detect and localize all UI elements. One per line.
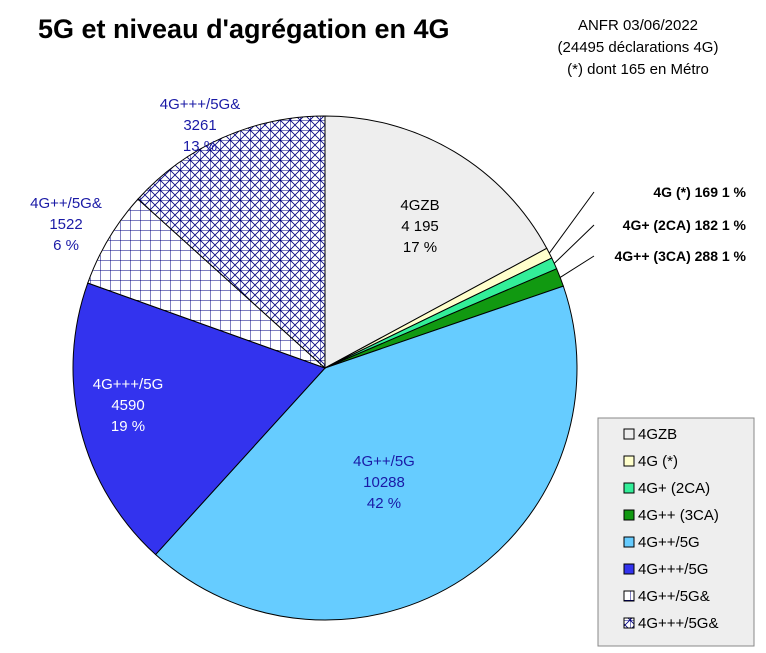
- legend-swatch-4gp-2ca: [623, 482, 635, 494]
- leader-line-4gpp-3ca: [559, 255, 595, 278]
- pie-slice-4gppp-5gamp: [137, 115, 326, 370]
- legend-swatch-4gppp-5g: [623, 563, 635, 575]
- slice-label-percent-4gzb: 17 %: [403, 239, 437, 256]
- legend-label-4gppp-5g: 4G+++/5G: [638, 561, 708, 578]
- pie-slice-4gppp-5g: [72, 282, 326, 556]
- slice-labels: 4GZB 4 195 17 % 4G (*) 169 1 % 4G+ (2CA) 182…: [30, 96, 746, 512]
- slice-label-percent-4gppp-5gamp: 13 %: [183, 138, 217, 155]
- slice-label-name-4gpp-5g: 4G++/5G: [353, 453, 415, 470]
- legend: 4GZB 4G (*) 4G+ (2CA) 4G++ (3CA) 4G++/5G 4G++…: [597, 417, 755, 647]
- slice-label-percent-4gppp-5g: 19 %: [111, 418, 145, 435]
- legend-label-4g: 4G (*): [638, 453, 678, 470]
- slice-label-name-4gpp-5gamp: 4G++/5G&: [30, 195, 102, 212]
- legend-swatch-4gpp-3ca: [623, 509, 635, 521]
- pie-slice-4gzb: [324, 115, 548, 369]
- slice-label-4gpp-3ca: 4G++ (3CA) 288 1 %: [614, 248, 746, 264]
- slice-label-value-4gppp-5gamp: 3261: [183, 117, 216, 134]
- leader-line-4g: [548, 191, 595, 254]
- slice-label-name-4gppp-5gamp: 4G+++/5G&: [160, 96, 240, 113]
- source-footnote: (*) dont 165 en Métro: [567, 61, 709, 78]
- slice-label-value-4gpp-5g: 10288: [363, 474, 405, 491]
- legend-swatch-4gppp-5gamp: [623, 617, 635, 629]
- legend-label-4gppp-5gamp: 4G+++/5G&: [638, 615, 718, 632]
- source-date: ANFR 03/06/2022: [578, 17, 698, 34]
- slice-label-value-4gpp-5gamp: 1522: [49, 216, 82, 233]
- slice-label-value-4gzb: 4 195: [401, 218, 439, 235]
- slice-label-name-4gzb: 4GZB: [400, 197, 439, 214]
- legend-swatch-4gzb: [623, 428, 635, 440]
- leader-line-4gp-2ca: [553, 224, 595, 264]
- chart-title: 5G et niveau d'agrégation en 4G: [38, 14, 450, 44]
- legend-label-4gpp-3ca: 4G++ (3CA): [638, 507, 719, 524]
- legend-swatch-4gpp-5g: [623, 536, 635, 548]
- legend-label-4gp-2ca: 4G+ (2CA): [638, 480, 710, 497]
- legend-label-4gpp-5gamp: 4G++/5G&: [638, 588, 710, 605]
- legend-label-4gzb: 4GZB: [638, 426, 677, 443]
- slice-label-4g: 4G (*) 169 1 %: [653, 184, 746, 200]
- legend-label-4gpp-5g: 4G++/5G: [638, 534, 700, 551]
- slice-label-percent-4gpp-5g: 42 %: [367, 495, 401, 512]
- source-declarations: (24495 déclarations 4G): [558, 39, 719, 56]
- slice-label-4gp-2ca: 4G+ (2CA) 182 1 %: [623, 217, 747, 233]
- slice-label-value-4gppp-5g: 4590: [111, 397, 144, 414]
- legend-swatch-4gpp-5gamp: [623, 590, 635, 602]
- slice-label-percent-4gpp-5gamp: 6 %: [53, 237, 79, 254]
- pie-slice-4gpp-5g: [154, 285, 578, 621]
- pie-slices: [72, 115, 578, 621]
- leader-lines: [548, 191, 595, 278]
- legend-swatch-4g: [623, 455, 635, 467]
- slice-label-name-4gppp-5g: 4G+++/5G: [93, 376, 163, 393]
